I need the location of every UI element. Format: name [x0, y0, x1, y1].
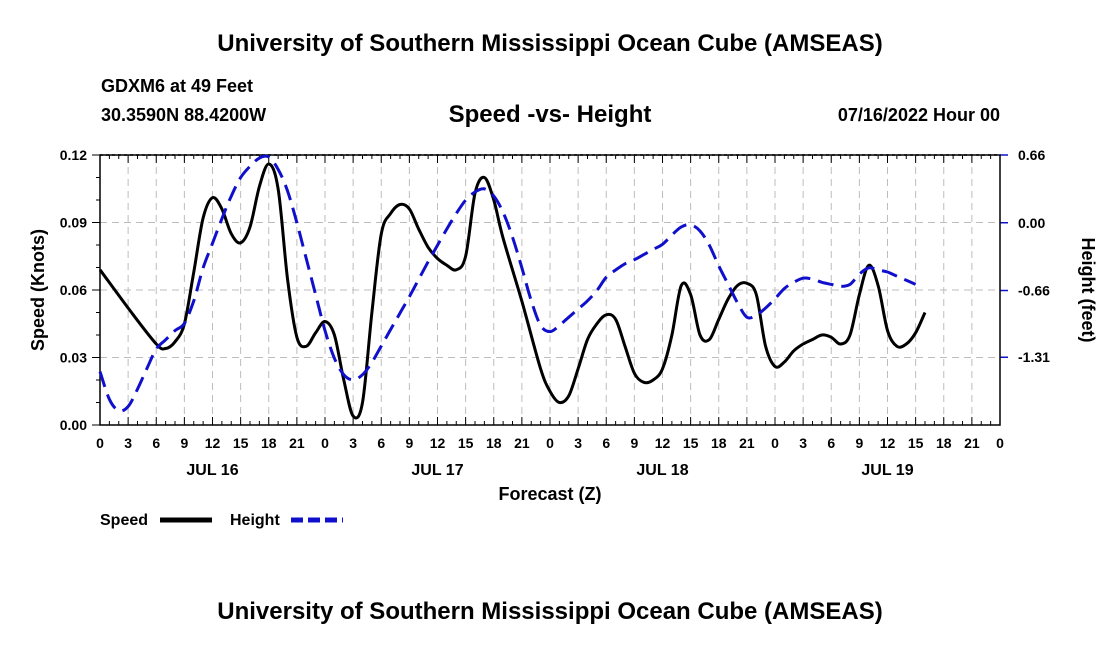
y-tick-label: 0.03 — [60, 350, 87, 366]
y2-axis-label: Height (feet) — [1078, 238, 1098, 343]
x-tick-label: 12 — [880, 435, 896, 451]
station-label: GDXM6 at 49 Feet — [101, 76, 254, 96]
x-tick-label: 6 — [602, 435, 610, 451]
x-tick-label: 0 — [96, 435, 104, 451]
x-tick-label: 9 — [855, 435, 863, 451]
day-label: JUL 19 — [861, 462, 913, 479]
x-tick-label: 0 — [996, 435, 1004, 451]
y2-tick-label: 0.00 — [1018, 215, 1045, 231]
x-tick-label: 0 — [321, 435, 329, 451]
x-tick-label: 18 — [486, 435, 502, 451]
forecast-datetime: 07/16/2022 Hour 00 — [837, 105, 1000, 125]
x-tick-label: 21 — [964, 435, 980, 451]
footer-title: University of Southern Mississippi Ocean… — [217, 598, 883, 625]
y2-tick-label: -1.31 — [1018, 349, 1050, 365]
legend-label-height: Height — [230, 512, 280, 529]
x-axis-label: Forecast (Z) — [498, 484, 601, 504]
chart-subtitle: Speed -vs- Height — [448, 101, 652, 128]
x-tick-label: 18 — [261, 435, 277, 451]
x-tick-label: 9 — [405, 435, 413, 451]
x-tick-label: 18 — [711, 435, 727, 451]
y-tick-label: 0.00 — [60, 417, 87, 433]
y-tick-label: 0.09 — [60, 215, 87, 231]
y-axis-label: Speed (Knots) — [28, 229, 48, 351]
x-tick-label: 21 — [739, 435, 755, 451]
series-line-speed — [98, 162, 927, 420]
x-tick-label: 9 — [180, 435, 188, 451]
x-tick-label: 15 — [458, 435, 474, 451]
x-tick-label: 18 — [936, 435, 952, 451]
legend-label-speed: Speed — [100, 512, 148, 529]
coordinates-label: 30.3590N 88.4200W — [101, 105, 267, 125]
x-tick-label: 15 — [683, 435, 699, 451]
x-tick-label: 3 — [124, 435, 132, 451]
day-label: JUL 17 — [411, 462, 463, 479]
x-tick-label: 9 — [630, 435, 638, 451]
y-tick-label: 0.06 — [60, 282, 87, 298]
x-tick-label: 12 — [205, 435, 221, 451]
x-tick-label: 15 — [908, 435, 924, 451]
x-tick-label: 3 — [574, 435, 582, 451]
x-tick-label: 6 — [827, 435, 835, 451]
series-line-height — [98, 154, 917, 413]
x-tick-label: 21 — [289, 435, 305, 451]
y2-tick-label: -0.66 — [1018, 283, 1050, 299]
x-tick-label: 0 — [771, 435, 779, 451]
x-tick-label: 6 — [377, 435, 385, 451]
x-tick-label: 3 — [799, 435, 807, 451]
x-tick-label: 0 — [546, 435, 554, 451]
x-tick-label: 21 — [514, 435, 530, 451]
x-tick-label: 15 — [233, 435, 249, 451]
day-label: JUL 18 — [636, 462, 688, 479]
y2-tick-label: 0.66 — [1018, 147, 1045, 163]
x-tick-label: 12 — [430, 435, 446, 451]
x-tick-label: 6 — [152, 435, 160, 451]
day-label: JUL 16 — [186, 462, 238, 479]
y-tick-label: 0.12 — [60, 147, 87, 163]
main-title: University of Southern Mississippi Ocean… — [217, 30, 883, 57]
x-tick-label: 12 — [655, 435, 671, 451]
x-tick-label: 3 — [349, 435, 357, 451]
